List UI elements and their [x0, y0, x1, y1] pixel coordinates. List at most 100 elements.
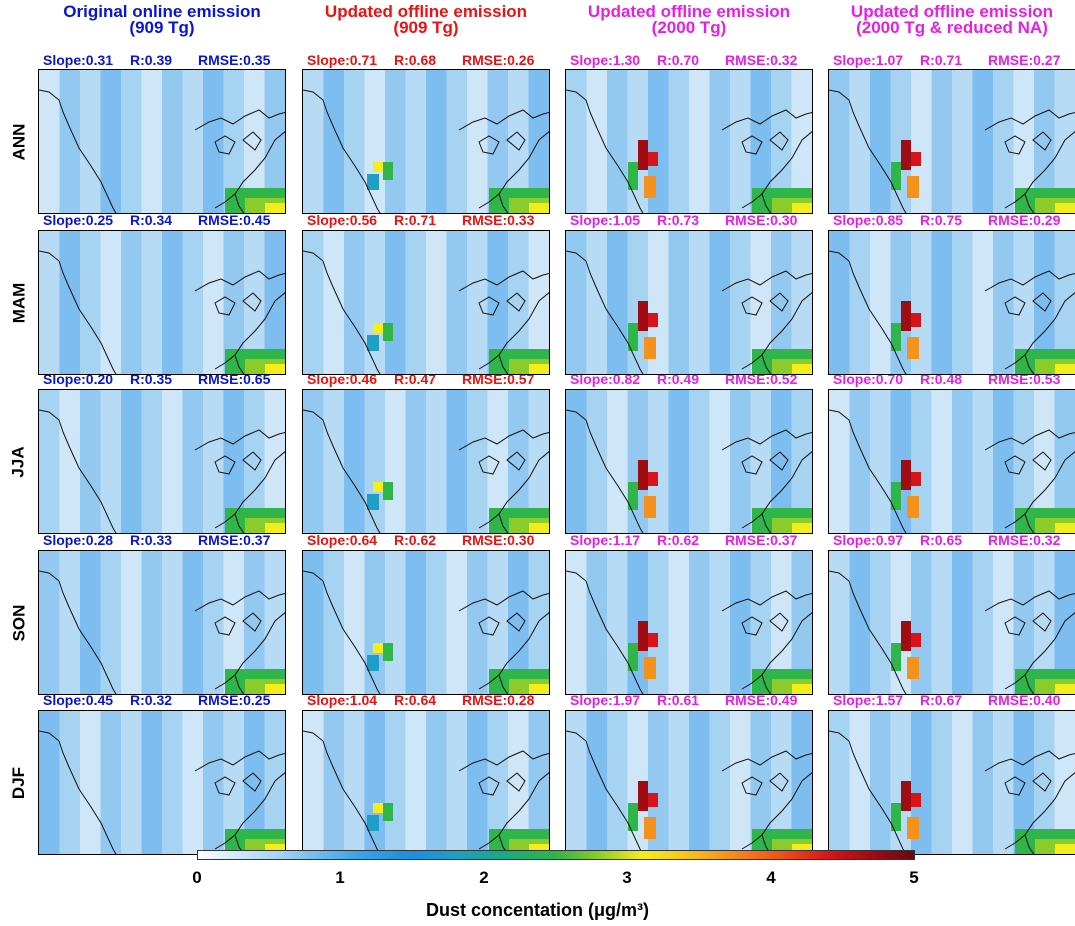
map-grid-cell	[668, 772, 690, 794]
map-grid-cell	[203, 390, 224, 411]
slope-label: Slope:0.70	[833, 371, 904, 387]
map-grid-cell	[405, 793, 427, 814]
map-grid-cell	[344, 193, 365, 213]
map-grid-cell	[750, 472, 772, 493]
map-grid-cell	[446, 793, 468, 814]
map-grid-cell	[244, 592, 265, 613]
map-grid-cell	[385, 592, 406, 613]
map-grid-cell	[607, 834, 628, 854]
map-grid-cell	[303, 492, 324, 514]
map-grid-cell	[849, 251, 871, 273]
map-grid-cell	[508, 451, 529, 473]
map-grid-cell	[223, 131, 245, 153]
map-grid-cell	[344, 612, 365, 634]
map-grid-cell	[648, 451, 669, 473]
map-grid-cell	[141, 633, 163, 654]
map-grid-cell	[709, 492, 731, 514]
map-grid-cell	[829, 752, 850, 773]
map-grid-cell	[100, 793, 122, 814]
map-grid-cell	[849, 410, 871, 432]
r-label: R:0.48	[920, 371, 963, 387]
map-grid-cell	[648, 612, 669, 634]
map-svg	[829, 231, 1075, 374]
map-grid-cell	[791, 131, 812, 153]
map-grid-cell	[627, 251, 649, 273]
map-grid-cell	[323, 90, 345, 112]
map-grid-cell	[750, 612, 772, 634]
rmse-label: RMSE:0.29	[988, 212, 1061, 228]
r-label: R:0.33	[130, 532, 173, 548]
map-grid-cell	[1034, 731, 1055, 753]
map-grid-cell	[829, 633, 850, 654]
map-grid-cell	[829, 711, 850, 732]
map-grid-cell	[364, 731, 386, 753]
map-grid-cell	[586, 492, 608, 514]
map-grid-cell	[405, 410, 427, 432]
row-label: JJA	[2, 389, 36, 534]
map-grid-cell	[829, 674, 850, 694]
map-grid-cell	[993, 431, 1014, 452]
map-grid-cell	[528, 752, 549, 773]
map-grid-cell	[405, 772, 427, 794]
map-grid-cell	[100, 292, 122, 314]
map-grid-cell	[993, 633, 1014, 654]
map-hotspot-cell	[628, 162, 638, 190]
map-grid-cell	[627, 592, 649, 613]
map-grid-cell	[446, 492, 468, 514]
map-grid-cell	[467, 172, 488, 194]
map-grid-cell	[586, 813, 608, 835]
map-grid-cell	[121, 472, 142, 493]
map-grid-cell	[364, 272, 386, 293]
map-coastline	[214, 772, 285, 850]
map-coastline	[1004, 772, 1075, 850]
map-grid-cell	[771, 231, 792, 252]
map-grid-cell	[323, 472, 345, 493]
map-grid-cell	[162, 612, 183, 634]
map-grid-cell	[689, 111, 710, 132]
map-grid-cell	[508, 152, 529, 173]
map-grid-cell	[121, 231, 142, 252]
map-coastline	[303, 570, 381, 694]
map-grid-cell	[182, 513, 204, 533]
map-grid-cell	[952, 633, 973, 654]
map-grid-cell	[890, 711, 912, 732]
map-grid-cell	[467, 731, 488, 753]
map-grid-cell	[223, 431, 245, 452]
map-grid-cell	[648, 90, 669, 112]
slope-label: Slope:0.71	[307, 52, 378, 68]
map-hotspot-cell	[907, 176, 919, 198]
map-grid-cell	[829, 193, 850, 213]
map-grid-cell	[487, 90, 509, 112]
map-grid-cell	[849, 551, 871, 572]
map-grid-cell	[648, 731, 669, 753]
map-grid-cell	[1034, 711, 1055, 732]
map-grid-cell	[182, 292, 204, 314]
map-grid-cell	[668, 410, 690, 432]
map-grid-cell	[566, 793, 587, 814]
map-panel	[828, 230, 1075, 375]
map-grid-cell	[182, 251, 204, 273]
map-grid-cell	[487, 772, 509, 794]
map-grid-cell	[141, 451, 163, 473]
map-grid-cell	[487, 793, 509, 814]
map-grid-cell	[849, 731, 871, 753]
map-grid-cell	[528, 292, 549, 314]
map-hotspot-cell	[383, 162, 393, 180]
map-grid-cell	[182, 551, 204, 572]
slope-label: Slope:1.57	[833, 692, 904, 708]
map-grid-cell	[244, 111, 265, 132]
colorbar-tick: 0	[192, 868, 202, 887]
map-grid-cell	[566, 451, 587, 473]
map-grid-cell	[668, 231, 690, 252]
map-grid-cell	[689, 152, 710, 173]
map-coastline	[566, 89, 644, 213]
map-grid-cell	[446, 272, 468, 293]
map-grid-cell	[385, 251, 406, 273]
map-grid-cell	[121, 752, 142, 773]
map-grid-cell	[264, 152, 285, 173]
map-grid-cell	[668, 551, 690, 572]
map-grid-cell	[59, 492, 81, 514]
map-panel	[302, 710, 550, 855]
map-grid-cell	[80, 131, 101, 153]
map-grid-cell	[141, 354, 163, 374]
